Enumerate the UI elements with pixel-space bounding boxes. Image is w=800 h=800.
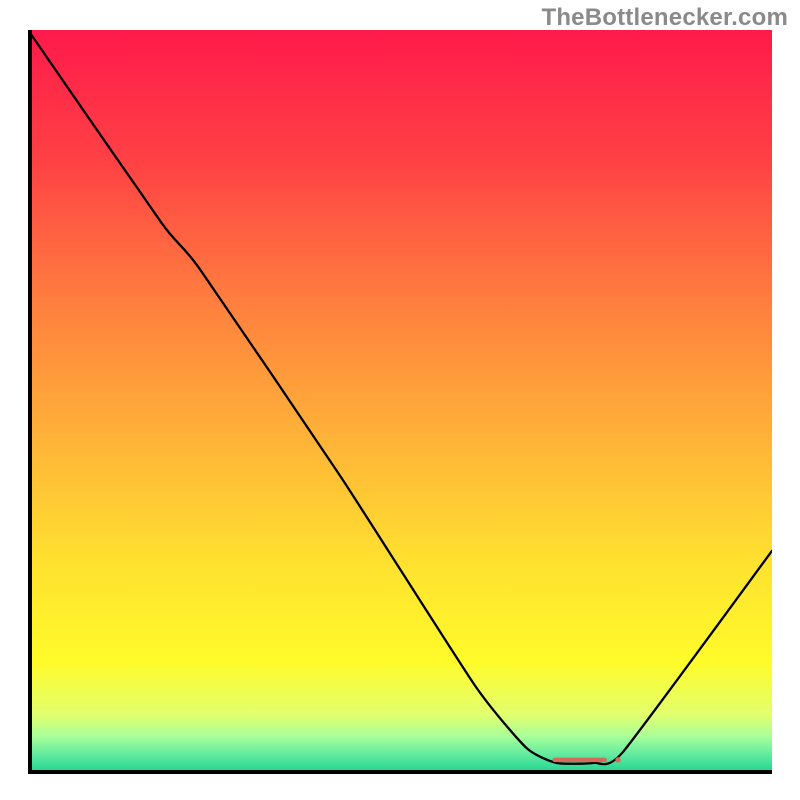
bottleneck-chart-svg [28, 30, 772, 774]
gradient-background [28, 30, 772, 774]
canvas: TheBottlenecker.com [0, 0, 800, 800]
plot-area [28, 30, 772, 774]
watermark-text: TheBottlenecker.com [541, 4, 788, 32]
optimal-point-dot [615, 757, 620, 762]
